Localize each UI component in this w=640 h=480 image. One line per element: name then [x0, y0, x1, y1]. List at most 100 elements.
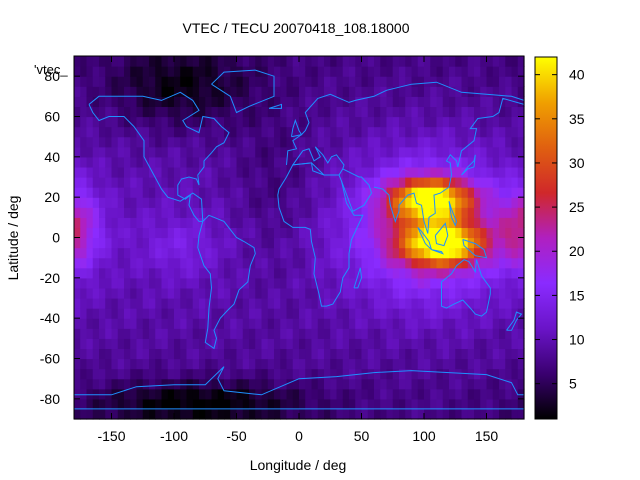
heatmap-cell	[480, 56, 488, 67]
heatmap-cell	[286, 247, 294, 259]
heatmap-cell	[511, 136, 519, 148]
heatmap-cell	[499, 287, 506, 299]
heatmap-cell	[317, 227, 325, 239]
heatmap-cell	[267, 247, 275, 259]
heatmap-cell	[211, 247, 219, 259]
heatmap-cell	[399, 328, 406, 339]
heatmap-cell	[424, 408, 431, 420]
heatmap-cell	[492, 66, 500, 77]
heatmap-cell	[136, 408, 144, 420]
heatmap-cell	[117, 66, 125, 77]
heatmap-cell	[142, 217, 150, 229]
heatmap-cell	[105, 56, 113, 67]
heatmap-cell	[392, 146, 400, 158]
heatmap-cell	[180, 247, 188, 259]
heatmap-cell	[324, 287, 331, 299]
heatmap-cell	[405, 227, 413, 239]
heatmap-cell	[517, 197, 525, 208]
heatmap-cell	[461, 76, 469, 87]
heatmap-cell	[92, 227, 100, 239]
heatmap-cell	[255, 358, 263, 370]
heatmap-cell	[474, 96, 481, 108]
heatmap-cell	[480, 237, 488, 249]
heatmap-cell	[492, 237, 500, 249]
heatmap-cell	[474, 227, 481, 239]
heatmap-cell	[374, 287, 381, 299]
heatmap-cell	[342, 338, 350, 350]
heatmap-cell	[130, 358, 138, 370]
heatmap-cell	[255, 287, 263, 299]
heatmap-cell	[380, 187, 388, 198]
heatmap-cell	[242, 247, 250, 259]
heatmap-cell	[367, 237, 375, 249]
heatmap-cell	[399, 156, 406, 168]
heatmap-cell	[111, 166, 119, 178]
heatmap-cell	[405, 368, 413, 380]
heatmap-cell	[517, 86, 525, 97]
heatmap-cell	[136, 146, 144, 158]
heatmap-cell	[317, 277, 325, 289]
heatmap-cell	[311, 166, 319, 178]
heatmap-cell	[411, 358, 419, 370]
heatmap-cell	[499, 388, 506, 400]
heatmap-cell	[192, 156, 200, 168]
heatmap-cell	[105, 308, 113, 319]
heatmap-cell	[174, 207, 181, 218]
heatmap-cell	[430, 106, 438, 118]
heatmap-cell	[192, 388, 200, 400]
heatmap-cell	[330, 277, 338, 289]
heatmap-cell	[480, 267, 488, 279]
heatmap-cell	[130, 398, 138, 410]
heatmap-cell	[455, 267, 463, 279]
heatmap-cell	[374, 318, 381, 329]
heatmap-cell	[136, 378, 144, 390]
heatmap-cell	[74, 348, 81, 360]
heatmap-cell	[286, 207, 294, 218]
coastline-segment	[277, 162, 364, 307]
heatmap-cell	[255, 247, 263, 259]
heatmap-cell	[517, 267, 525, 279]
heatmap-cell	[505, 106, 513, 118]
heatmap-cell	[349, 197, 356, 208]
heatmap-cell	[99, 328, 106, 339]
heatmap-cell	[480, 378, 488, 390]
heatmap-cell	[192, 287, 200, 299]
heatmap-cell	[324, 277, 331, 289]
heatmap-cell	[180, 368, 188, 380]
heatmap-cell	[92, 217, 100, 229]
heatmap-cell	[417, 267, 425, 279]
heatmap-cell	[99, 388, 106, 400]
heatmap-cell	[142, 66, 150, 77]
heatmap-cell	[105, 277, 113, 289]
heatmap-cell	[442, 126, 450, 138]
heatmap-cell	[292, 146, 300, 158]
heatmap-cell	[236, 136, 244, 148]
heatmap-cell	[142, 207, 150, 218]
heatmap-cell	[130, 237, 138, 249]
heatmap-cell	[461, 358, 469, 370]
heatmap-cell	[292, 86, 300, 97]
heatmap-cell	[224, 56, 231, 67]
heatmap-cell	[217, 398, 225, 410]
heatmap-cell	[230, 287, 238, 299]
heatmap-cell	[461, 187, 469, 198]
heatmap-cell	[211, 287, 219, 299]
heatmap-cell	[86, 328, 94, 339]
heatmap-cell	[124, 217, 131, 229]
heatmap-cell	[274, 197, 281, 208]
heatmap-cell	[486, 298, 494, 309]
heatmap-cell	[80, 86, 88, 97]
heatmap-cell	[217, 378, 225, 390]
heatmap-cell	[261, 368, 269, 380]
heatmap-cell	[380, 217, 388, 229]
heatmap-cell	[299, 116, 306, 128]
heatmap-cell	[92, 368, 100, 380]
heatmap-cell	[192, 358, 200, 370]
heatmap-cell	[292, 136, 300, 148]
heatmap-cell	[474, 338, 481, 350]
heatmap-cell	[111, 116, 119, 128]
heatmap-cell	[249, 136, 256, 148]
heatmap-cell	[442, 177, 450, 188]
heatmap-cell	[374, 308, 381, 319]
heatmap-cell	[267, 106, 275, 118]
